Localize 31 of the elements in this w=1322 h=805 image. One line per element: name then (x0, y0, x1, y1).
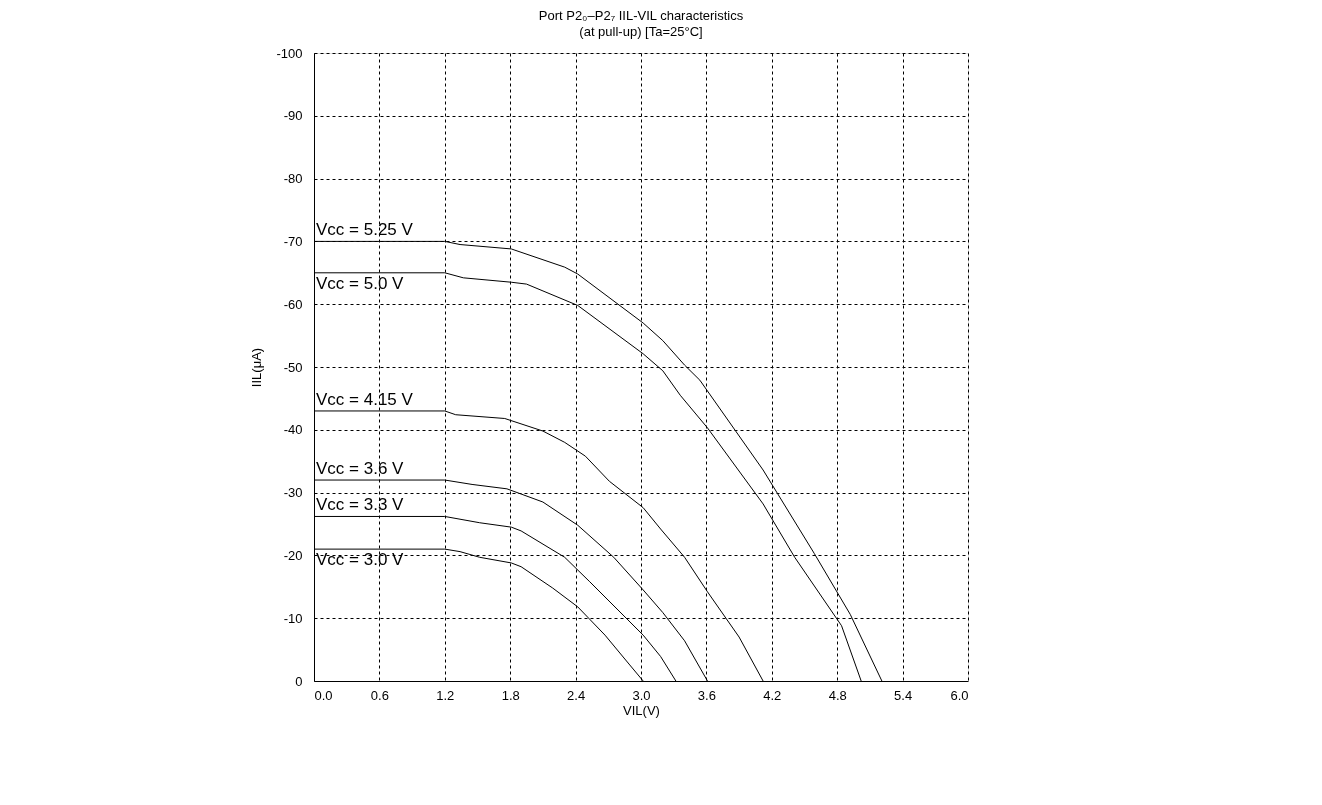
series-label: Vcc = 4.15 V (316, 389, 414, 409)
chart-subtitle: (at pull-up) [Ta=25°C] (579, 24, 703, 39)
chart-title: Port P2₀–P2₇ IIL-VIL characteristics (538, 8, 744, 23)
x-tick-label: 2.4 (567, 687, 586, 703)
y-tick-label: -30 (283, 485, 303, 501)
y-tick-label: -60 (283, 296, 303, 312)
y-tick-label: -80 (283, 171, 303, 187)
x-tick-label: 3.0 (632, 687, 651, 703)
y-tick-label: -70 (283, 233, 303, 249)
x-tick-label: 4.8 (828, 687, 847, 703)
x-axis-title: VIL(V) (623, 702, 660, 718)
y-tick-label: -20 (283, 547, 303, 563)
series-label: Vcc = 5.25 V (316, 220, 414, 240)
y-tick-label: -10 (283, 610, 303, 626)
x-tick-label: 6.0 (950, 687, 969, 703)
x-tick-label: 0.0 (314, 687, 333, 703)
y-axis-title: IIL(μA) (249, 347, 265, 388)
x-tick-label: 0.6 (370, 687, 389, 703)
x-tick-label: 5.4 (894, 687, 913, 703)
series-label: Vcc = 3.6 V (316, 459, 405, 479)
x-tick-label: 4.2 (763, 687, 782, 703)
y-tick-label: -50 (283, 359, 303, 375)
y-tick-label: 0 (295, 673, 303, 689)
y-tick-label: -90 (283, 108, 303, 124)
x-tick-label: 1.2 (436, 687, 455, 703)
series-label: Vcc = 5.0 V (316, 273, 405, 293)
x-tick-label: 1.8 (501, 687, 520, 703)
x-tick-label: 3.6 (697, 687, 716, 703)
y-tick-label: -100 (276, 45, 303, 61)
y-tick-label: -40 (283, 422, 303, 438)
series-label: Vcc = 3.3 V (316, 495, 405, 515)
